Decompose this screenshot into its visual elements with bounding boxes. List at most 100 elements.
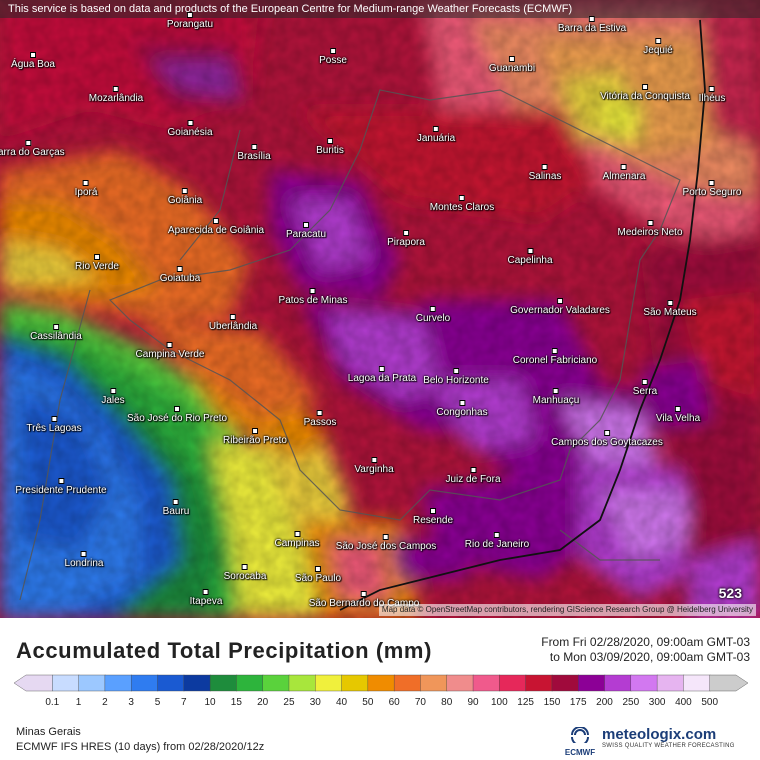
city-name: Governador Valadares <box>510 305 610 316</box>
city-label: Jequié <box>643 38 673 56</box>
city-name: Sorocaba <box>223 571 267 582</box>
period-from: From Fri 02/28/2020, 09:00am GMT-03 <box>541 635 750 649</box>
color-scale-swatch <box>209 674 238 692</box>
city-name: Vitória da Conquista <box>600 91 690 102</box>
city-name: Resende <box>412 515 454 526</box>
city-marker <box>52 324 59 330</box>
city-label: Mozarlândia <box>89 86 143 104</box>
city-marker <box>80 551 87 557</box>
city-name: Goiânia <box>167 195 203 206</box>
city-marker <box>82 180 89 186</box>
city-name: Congonhas <box>436 407 488 418</box>
city-marker <box>655 38 661 44</box>
meteologix-logo[interactable]: meteologix.com SWISS QUALITY WEATHER FOR… <box>602 726 735 749</box>
city-name: Barra do Garças <box>0 147 65 158</box>
city-marker <box>109 388 116 394</box>
city-label: Goianésia <box>167 120 213 138</box>
city-marker <box>112 86 119 92</box>
color-scale-swatch <box>78 674 106 692</box>
city-name: Rio de Janeiro <box>464 539 530 550</box>
precipitation-map: This service is based on data and produc… <box>0 0 760 618</box>
city-marker <box>310 288 316 294</box>
color-scale-tick-label: 90 <box>467 697 479 708</box>
color-scale-swatch <box>472 674 501 692</box>
city-name: Rio Verde <box>75 261 119 272</box>
color-scale-tick-label: 150 <box>543 697 561 708</box>
ecmwf-logo-text: ECMWF <box>564 748 596 757</box>
city-marker <box>251 428 258 434</box>
meteologix-brand: meteologix.com <box>602 726 717 743</box>
city-name: São José do Rio Preto <box>126 413 228 424</box>
color-scale-tick-label: 300 <box>648 697 666 708</box>
color-scale-swatch <box>709 674 749 692</box>
color-scale-tick-label: 7 <box>180 697 187 708</box>
color-scale-tick-label: 40 <box>335 697 348 708</box>
color-scale-tick-label: 30 <box>309 697 321 708</box>
city-name: Salinas <box>528 171 562 182</box>
city-label: São José dos Campos <box>335 534 437 552</box>
city-label: Sorocaba <box>223 564 267 582</box>
city-name: São Bernardo do Campo <box>308 598 420 609</box>
city-label: Campinas <box>274 531 320 549</box>
city-name: São José dos Campos <box>335 541 437 552</box>
city-marker <box>430 306 436 312</box>
city-marker <box>174 406 180 412</box>
color-scale-tick-label: 100 <box>490 697 508 708</box>
city-marker <box>230 314 236 320</box>
city-name: Cassilândia <box>30 331 82 342</box>
color-scale-tick-label: 2 <box>102 697 108 708</box>
data-disclaimer: This service is based on data and produc… <box>0 0 760 18</box>
city-label: Montes Claros <box>430 195 494 213</box>
city-marker <box>508 56 515 62</box>
city-marker <box>315 566 321 572</box>
city-name: Presidente Prudente <box>15 485 107 496</box>
city-label: Ribeirão Preto <box>223 428 287 446</box>
city-name: Ilhéus <box>698 93 726 104</box>
color-scale-tick-label: 20 <box>257 697 269 708</box>
city-label: Três Lagoas <box>26 416 82 434</box>
color-scale-tick-label: 0.1 <box>45 697 60 708</box>
city-label: Buritis <box>316 138 344 156</box>
city-marker <box>542 164 548 170</box>
city-name: Belo Horizonte <box>423 375 489 386</box>
city-marker <box>709 180 715 186</box>
color-scale-tick-label: 70 <box>414 697 426 708</box>
city-marker <box>177 266 183 272</box>
color-scale-swatch <box>656 674 685 692</box>
color-scale-tick-label: 250 <box>622 697 640 708</box>
city-name: Januária <box>416 133 456 144</box>
city-name: Curvelo <box>415 313 451 324</box>
city-name: Patos de Minas <box>278 295 348 306</box>
city-label: São Bernardo do Campo <box>308 591 420 609</box>
color-scale-swatch <box>130 674 159 692</box>
city-name: Serra <box>632 386 658 397</box>
city-name: Montes Claros <box>429 202 495 213</box>
city-marker <box>453 368 459 374</box>
city-marker <box>213 218 219 224</box>
city-marker <box>430 508 436 514</box>
city-name: São Paulo <box>294 573 342 584</box>
color-scale-swatch <box>13 674 53 692</box>
city-marker <box>526 248 533 254</box>
city-marker <box>370 457 377 463</box>
ecmwf-logo: ECMWF <box>560 726 600 757</box>
color-scale-tick-label: 3 <box>128 697 134 708</box>
city-label: Governador Valadares <box>510 298 610 316</box>
city-marker <box>378 366 385 372</box>
color-scale-swatch <box>604 674 632 692</box>
region-name: Minas Gerais <box>16 726 81 738</box>
city-marker <box>303 222 309 228</box>
city-marker <box>667 300 673 306</box>
city-marker <box>187 12 193 18</box>
city-marker <box>674 406 681 412</box>
city-name: São Mateus <box>643 307 697 318</box>
city-name: Barra da Estiva <box>557 23 627 34</box>
color-scale-swatch <box>52 674 80 692</box>
city-name: Medeiros Neto <box>617 227 683 238</box>
city-name: Goianésia <box>167 127 213 138</box>
city-name: Campina Verde <box>135 349 205 360</box>
city-label: Congonhas <box>436 400 488 418</box>
city-label: Rio de Janeiro <box>465 532 529 550</box>
city-marker <box>294 531 300 537</box>
city-label: Barra da Estiva <box>558 16 626 34</box>
